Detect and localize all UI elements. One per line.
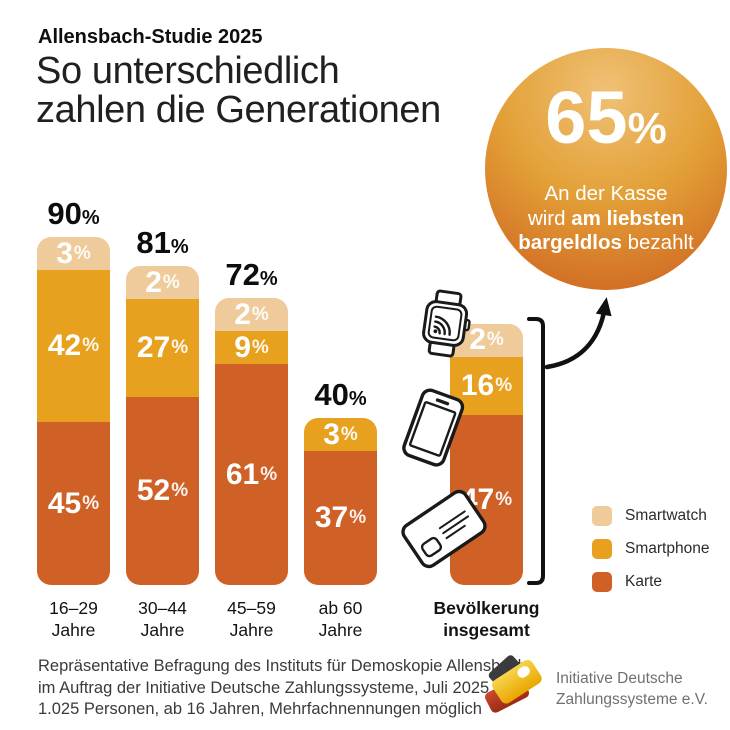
segment-percent-sign: % [260,463,278,485]
total-percent-sign: % [170,236,189,259]
legend-item: Smartphone [592,539,709,559]
highlight-circle: 65% An der Kasse wird am liebsten bargeldl… [485,48,727,290]
bar-total: 40% [304,377,377,413]
total-value: 90 [47,196,82,232]
segment-value: 52 [136,473,171,507]
segment-percent-sign: % [251,336,269,358]
highlight-number: 65 [545,76,628,159]
logo-icon [485,655,542,713]
segment-karte: 37% [304,451,377,585]
page-title-line2: zahlen die Generationen [36,89,441,131]
legend-label: Smartphone [625,540,710,557]
segment-smartphone: 42% [37,270,110,423]
legend-swatch [592,506,612,526]
footnote-line2: im Auftrag der Initiative Deutsche Zahlu… [38,678,494,697]
legend-item: Smartwatch [592,506,709,526]
category-label: 45–59 Jahre [227,598,276,640]
logo-text-line1: Initiative Deutsche [556,670,683,687]
bar-total: 90% [37,196,110,232]
segment-percent-sign: % [171,479,189,501]
segment-smartphone: 3% [304,418,377,452]
legend: Smartwatch Smartphone Karte [592,506,709,605]
bar-total: 81% [126,225,199,261]
segment-value: 37 [314,501,349,535]
footnote: Repräsentative Befragung des Instituts f… [38,656,527,721]
legend-label: Smartwatch [625,507,707,524]
segment-value: 2 [234,298,251,331]
stacked-bar: 2% 27% 52% [126,266,199,585]
segment-percent-sign: % [251,303,269,325]
segment-percent-sign: % [349,507,367,529]
stacked-bar: 3% 42% 45% [37,237,110,585]
segment-value: 61 [225,457,260,491]
page-title-line1: So unterschiedlich [36,50,340,92]
highlight-caption: An der Kasse wird am liebsten bargeldlos b… [518,182,694,254]
category-label: ab 60 Jahre [318,598,363,640]
segment-value: 2 [469,323,486,357]
segment-percent-sign: % [73,242,91,264]
legend-label: Karte [625,573,663,590]
highlight-percent-sign: % [627,104,667,153]
total-value: 40 [314,377,349,413]
segment-karte: 52% [126,396,199,585]
credit-card-icon [401,489,487,569]
segment-smartwatch: 3% [37,237,110,271]
segment-percent-sign: % [495,488,513,510]
logo-text: Initiative Deutsche Zahlungssysteme e.V. [556,669,708,710]
segment-value: 42 [47,329,82,363]
segment-smartwatch: 2% [126,266,199,300]
category-label: 16–29 Jahre [49,598,98,640]
legend-swatch [592,572,612,592]
segment-value: 2 [145,266,162,299]
total-value: 81 [136,225,171,261]
segment-percent-sign: % [162,271,180,293]
category-label: 30–44 Jahre [138,598,187,640]
segment-value: 9 [234,330,251,364]
segment-value: 27 [136,330,171,364]
total-percent-sign: % [81,207,100,230]
logo-text-line2: Zahlungssysteme e.V. [556,690,708,708]
legend-item: Karte [592,572,709,592]
segment-smartphone: 16% [450,356,523,415]
segment-value: 3 [56,237,73,270]
kicker: Allensbach-Studie 2025 [38,26,263,48]
footnote-line1: Repräsentative Befragung des Instituts f… [38,657,527,675]
segment-value: 45 [47,486,82,520]
footnote-line3: 1.025 Personen, ab 16 Jahren, Mehrfachne… [38,700,482,718]
legend-swatch [592,539,612,559]
bracket [527,317,545,585]
segment-percent-sign: % [82,492,100,514]
segment-percent-sign: % [495,374,513,396]
segment-percent-sign: % [340,423,358,445]
segment-smartwatch: 2% [215,298,288,332]
total-percent-sign: % [259,268,278,291]
segment-smartphone: 27% [126,299,199,397]
highlight-value: 65% [485,78,727,179]
stacked-bar: 3% 37% [304,418,377,585]
segment-value: 3 [323,418,340,451]
segment-karte: 61% [215,364,288,585]
segment-percent-sign: % [82,335,100,357]
segment-percent-sign: % [171,336,189,358]
smartphone-icon [402,388,465,467]
segment-karte: 45% [37,422,110,585]
bar-total: 72% [215,257,288,293]
smartwatch-icon [422,289,471,358]
segment-value: 16 [460,368,495,402]
arrow-to-circle [544,297,612,370]
stacked-bar: 2% 16% 47% [450,323,523,585]
segment-percent-sign: % [486,329,504,351]
page-title: So unterschiedlich zahlen die Generation… [36,52,441,130]
stacked-bar: 2% 9% 61% [215,298,288,585]
category-label: Bevölkerung insgesamt [433,598,540,640]
segment-smartphone: 9% [215,330,288,365]
total-percent-sign: % [348,388,367,411]
total-value: 72 [225,257,260,293]
